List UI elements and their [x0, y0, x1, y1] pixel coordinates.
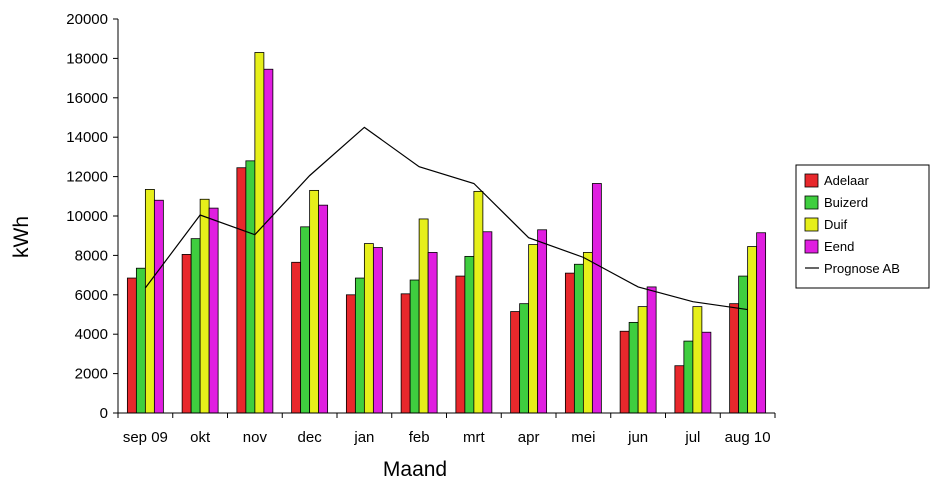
x-tick-label: sep 09: [123, 429, 168, 446]
line-prognose-ab: [144, 126, 748, 311]
legend-swatch: [804, 195, 819, 210]
bar-adelaar: [674, 365, 685, 414]
bar-buizerd: [628, 321, 639, 414]
bar-adelaar: [236, 167, 247, 414]
x-tick-label: jan: [353, 429, 374, 446]
x-tick-label: mrt: [463, 429, 485, 446]
bar-duif: [747, 246, 758, 414]
bar-duif: [528, 244, 539, 414]
bar-eend: [537, 229, 548, 414]
y-tick-label: 8000: [75, 247, 108, 264]
bar-buizerd: [519, 303, 530, 414]
y-tick-label: 12000: [66, 169, 108, 186]
legend-label: Prognose AB: [824, 261, 900, 276]
y-tick-label: 16000: [66, 90, 108, 107]
legend-swatch: [804, 217, 819, 232]
y-tick-label: 10000: [66, 208, 108, 225]
x-tick-label: aug 10: [725, 429, 771, 446]
bar-adelaar: [729, 303, 740, 414]
bar-buizerd: [409, 279, 420, 414]
bar-duif: [363, 243, 374, 414]
bar-duif: [418, 218, 429, 414]
ticks-layer: 0 2000 4000 6000 8000 10000 12000 14000 16000 180…: [66, 11, 776, 446]
bar-buizerd: [464, 255, 475, 414]
bar-duif: [144, 189, 155, 414]
x-tick-label: nov: [243, 429, 268, 446]
bars-layer: [126, 52, 767, 414]
x-tick-label: jun: [627, 429, 648, 446]
bar-eend: [427, 252, 438, 414]
x-tick-label: mei: [571, 429, 595, 446]
bar-buizerd: [300, 226, 311, 414]
x-axis-title: Maand: [383, 458, 447, 481]
y-tick-label: 2000: [75, 366, 108, 383]
bar-duif: [473, 190, 484, 414]
y-tick-label: 4000: [75, 326, 108, 343]
bar-eend: [372, 247, 383, 414]
bar-eend: [208, 207, 219, 414]
line-layer: [144, 126, 748, 311]
legend: Adelaar Buizerd Duif Eend Prognose AB: [795, 164, 930, 289]
y-tick-label: 14000: [66, 129, 108, 146]
bar-eend: [646, 286, 657, 414]
x-tick-label: okt: [190, 429, 211, 446]
bar-adelaar: [400, 293, 411, 414]
legend-label: Eend: [824, 239, 854, 254]
bar-eend: [591, 183, 602, 414]
bar-adelaar: [345, 294, 356, 414]
bar-adelaar: [619, 330, 630, 414]
x-tick-label: feb: [409, 429, 430, 446]
x-tick-label: apr: [518, 429, 540, 446]
y-tick-label: 20000: [66, 11, 108, 28]
bar-duif: [692, 306, 703, 414]
legend-label: Duif: [824, 217, 848, 232]
bar-duif: [637, 306, 648, 414]
bar-buizerd: [573, 263, 584, 414]
bar-duif: [309, 189, 320, 414]
bar-adelaar: [510, 311, 521, 414]
y-tick-label: 0: [100, 405, 108, 422]
y-tick-label: 6000: [75, 287, 108, 304]
bar-buizerd: [354, 277, 365, 414]
bar-buizerd: [135, 267, 146, 414]
bar-eend: [318, 204, 329, 414]
legend-label: Buizerd: [824, 195, 868, 210]
bar-adelaar: [564, 272, 575, 414]
legend-swatch: [804, 173, 819, 188]
bar-eend: [153, 199, 164, 414]
bar-buizerd: [190, 238, 201, 414]
bar-adelaar: [181, 254, 192, 414]
legend-label: Adelaar: [824, 173, 869, 188]
legend-swatch: [804, 239, 819, 254]
y-tick-label: 18000: [66, 50, 108, 67]
bar-eend: [701, 331, 712, 414]
bar-adelaar: [126, 277, 137, 414]
bar-duif: [582, 252, 593, 414]
x-tick-label: dec: [298, 429, 323, 446]
bar-eend: [482, 231, 493, 414]
bar-eend: [756, 232, 767, 414]
y-axis-title: kWh: [10, 216, 33, 258]
bar-eend: [263, 68, 274, 414]
x-tick-label: jul: [684, 429, 700, 446]
bar-adelaar: [455, 275, 466, 414]
bar-buizerd: [245, 160, 256, 414]
bar-buizerd: [738, 275, 749, 414]
bar-buizerd: [683, 340, 694, 414]
bar-adelaar: [291, 261, 302, 414]
bar-duif: [199, 198, 210, 414]
